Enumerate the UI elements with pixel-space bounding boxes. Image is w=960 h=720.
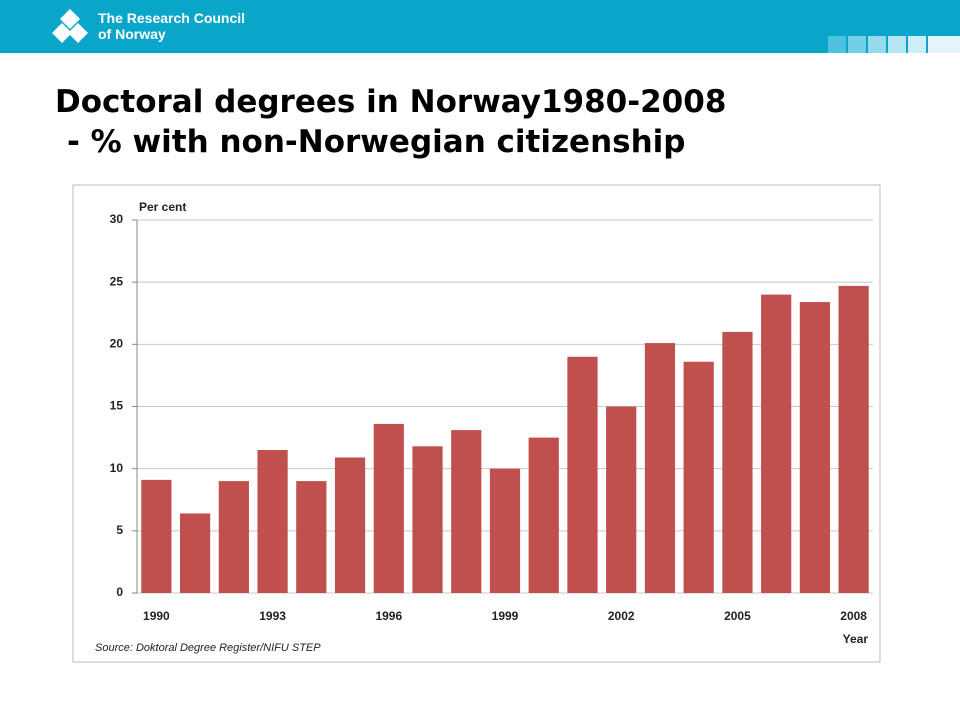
y-tick-label: 5 xyxy=(116,523,123,537)
source-note: Source: Doktoral Degree Register/NIFU ST… xyxy=(95,642,321,654)
y-tick-label: 25 xyxy=(110,274,124,288)
bar xyxy=(257,450,288,593)
x-tick-label: 1993 xyxy=(259,609,286,623)
x-tick-label: 1990 xyxy=(143,609,170,623)
y-tick-label: 15 xyxy=(110,399,124,413)
bar xyxy=(373,423,404,593)
x-tick-label: 1996 xyxy=(375,609,402,623)
bar xyxy=(451,430,482,593)
x-tick-label: 1999 xyxy=(492,609,519,623)
chart-frame xyxy=(72,184,881,663)
y-axis-label: Per cent xyxy=(139,200,186,214)
bar xyxy=(722,331,753,593)
x-tick-label: 2002 xyxy=(608,609,635,623)
bar xyxy=(141,479,172,593)
bar xyxy=(683,361,714,593)
logo xyxy=(52,9,88,43)
header-bar: The Research Council of Norway xyxy=(0,0,960,53)
bar xyxy=(218,481,249,593)
y-tick-label: 20 xyxy=(110,337,124,351)
bar xyxy=(528,437,559,593)
bar xyxy=(606,406,637,593)
header-graphics xyxy=(52,9,960,53)
x-tick-label: 2008 xyxy=(840,609,867,623)
bar xyxy=(567,356,598,593)
bar xyxy=(412,446,443,593)
bar xyxy=(761,294,792,593)
org-name: of Norway xyxy=(98,26,166,42)
y-tick-label: 10 xyxy=(110,461,124,475)
y-tick-label: 0 xyxy=(116,585,123,599)
bar xyxy=(799,302,831,593)
title-line: - % with non-Norwegian citizenship xyxy=(67,124,686,160)
y-tick-label: 30 xyxy=(110,212,124,226)
bar xyxy=(838,285,869,593)
bar xyxy=(489,468,521,593)
bar xyxy=(644,343,676,593)
x-axis-label: Year xyxy=(843,632,869,646)
slide-title: Doctoral degrees in Norway1980-2008 - % … xyxy=(55,82,726,162)
bar xyxy=(296,481,327,593)
bar xyxy=(179,513,211,593)
org-name: The Research Council xyxy=(98,10,246,26)
x-tick-label: 2005 xyxy=(724,609,751,623)
title-line: Doctoral degrees in Norway1980-2008 xyxy=(55,84,727,120)
bar xyxy=(334,457,366,593)
